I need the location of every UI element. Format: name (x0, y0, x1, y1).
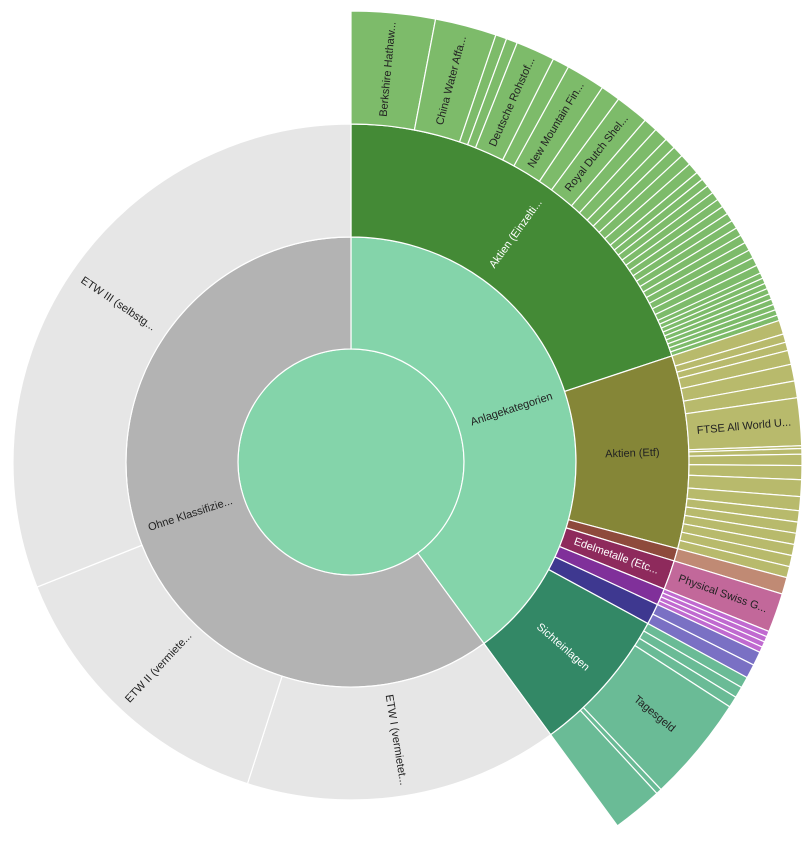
sunburst-segment-0[interactable] (237, 348, 465, 576)
sunburst-rings (12, 10, 803, 827)
sunburst-segment-42[interactable] (688, 453, 803, 467)
sunburst-segment-aktien-etf[interactable] (563, 355, 690, 550)
sunburst-segment-etw-iii-selbstgenutzt[interactable] (12, 123, 352, 588)
